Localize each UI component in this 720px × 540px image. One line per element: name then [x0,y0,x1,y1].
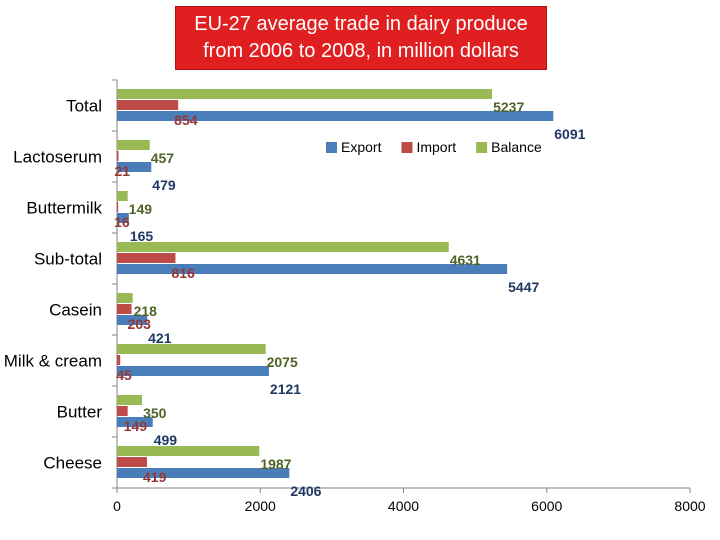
data-label-balance: 350 [143,405,167,421]
legend-swatch-balance [476,142,488,153]
data-label-balance: 457 [151,150,175,166]
bar-balance [117,191,128,201]
bar-balance [117,293,133,303]
category-label: Milk & cream [4,352,102,371]
chart-title: EU-27 average trade in dairy produce fro… [175,6,547,70]
data-label-import: 45 [116,367,132,383]
category-label: Casein [49,301,102,320]
bar-balance [117,395,143,405]
bar-balance [117,446,260,456]
bar-export [117,162,152,172]
category-label: Lactoserum [13,148,102,167]
bar-export [117,264,508,274]
bar-import [117,406,128,416]
legend-swatch-import [401,142,413,153]
data-label-export: 499 [154,432,178,448]
x-tick-label: 2000 [245,498,276,514]
data-label-import: 149 [124,418,148,434]
bar-balance [117,242,449,252]
legend-label-export: Export [341,139,382,155]
data-label-export: 2121 [270,381,301,397]
legend-label-balance: Balance [491,139,542,155]
bar-export [117,468,290,478]
data-label-export: 165 [130,228,154,244]
x-tick-label: 4000 [388,498,419,514]
data-label-export: 479 [152,177,176,193]
bar-export [117,315,148,325]
data-label-export: 6091 [554,126,585,142]
category-label: Total [66,97,102,116]
bar-import [117,253,176,263]
data-label-export: 421 [148,330,172,346]
bar-export [117,417,153,427]
legend-swatch-export [326,142,337,153]
data-label-import: 21 [115,163,131,179]
data-label-balance: 5237 [493,99,524,115]
data-label-balance: 149 [129,201,153,217]
x-tick-label: 8000 [674,498,705,514]
bar-import [117,100,179,110]
chart-title-line-2: from 2006 to 2008, in million dollars [203,40,519,62]
bar-import [117,355,121,365]
category-label: Butter [57,403,103,422]
data-label-balance: 4631 [450,252,481,268]
data-label-import: 419 [143,469,167,485]
bar-import [117,151,119,161]
bar-import [117,202,119,212]
bar-export [117,213,129,223]
data-label-balance: 2075 [267,354,298,370]
data-label-export: 2406 [290,483,321,499]
data-label-import: 854 [174,112,198,128]
data-label-export: 5447 [508,279,539,295]
category-label: Buttermilk [26,199,102,218]
data-label-balance: 218 [134,303,158,319]
bar-export [117,111,554,121]
bar-balance [117,140,150,150]
chart-title-line-1: EU-27 average trade in dairy produce [194,13,528,35]
legend-label-import: Import [416,139,456,155]
bar-import [117,457,148,467]
data-label-import: 203 [128,316,152,332]
category-label: Cheese [43,454,102,473]
bar-balance [117,89,493,99]
data-label-import: 16 [114,214,130,230]
x-tick-label: 6000 [531,498,562,514]
bar-export [117,366,269,376]
category-label: Sub-total [34,250,102,269]
bar-import [117,304,132,314]
data-label-import: 816 [171,265,195,281]
bar-balance [117,344,266,354]
data-label-balance: 1987 [260,456,291,472]
x-tick-label: 0 [113,498,121,514]
